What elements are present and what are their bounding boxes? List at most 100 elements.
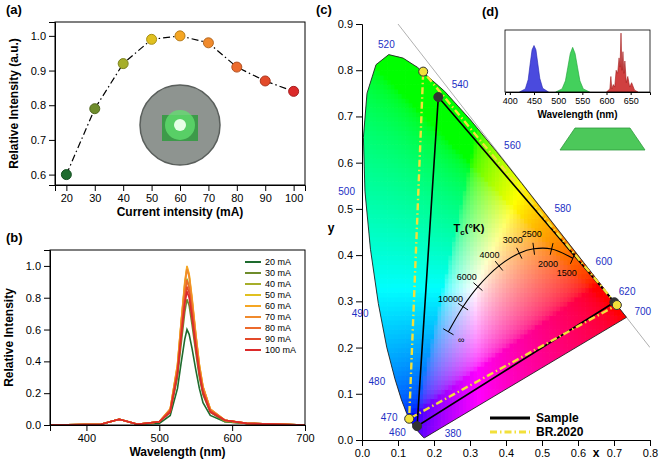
gamut-fill-cell (366, 264, 370, 269)
gamut-fill-cell (384, 352, 388, 357)
gamut-fill-cell (373, 435, 377, 440)
gamut-fill-cell (369, 269, 373, 274)
gamut-fill-cell (373, 311, 377, 316)
y-tick: 0.8 (26, 292, 50, 304)
gamut-fill-cell (366, 260, 370, 265)
gamut-fill-cell (412, 435, 416, 440)
panel-label: (b) (6, 230, 23, 245)
gamut-fill-cell (366, 75, 370, 80)
gamut-fill-cell (366, 297, 370, 302)
gamut-fill-cell (366, 403, 370, 408)
gamut-fill-cell (369, 324, 373, 329)
x-tick-label: 40 (118, 192, 130, 204)
gamut-fill-cell (380, 348, 384, 353)
gamut-fill-cell (380, 352, 384, 357)
gamut-fill-cell (376, 56, 380, 61)
x-tick-label: 400 (78, 432, 96, 444)
gamut-fill-cell (391, 403, 395, 408)
gamut-fill-cell (409, 56, 413, 61)
gamut-fill-cell (391, 398, 395, 403)
photo-core (174, 119, 186, 131)
gamut-fill-cell (366, 269, 370, 274)
gamut-fill-cell (376, 320, 380, 325)
series-marker (118, 59, 128, 69)
gamut-fill-cell (376, 357, 380, 362)
y-tick-label: 0.9 (31, 65, 46, 77)
gamut-fill-cell (398, 408, 402, 413)
y-tick: 0.9 (31, 65, 55, 77)
gamut-fill-cell (412, 431, 416, 436)
y-axis-title: Relative Intensity (2, 288, 16, 387)
gamut-fill-cell (366, 348, 370, 353)
gamut-fill-cell (366, 70, 370, 75)
gamut-fill-cell (369, 348, 373, 353)
gamut-fill-cell (438, 435, 442, 440)
gamut-fill-cell (387, 371, 391, 376)
gamut-fill-cell (366, 324, 370, 329)
y-tick-label: 0.0 (26, 419, 41, 431)
gamut-fill-cell (438, 52, 442, 57)
gamut-fill-cell (398, 403, 402, 408)
gamut-fill-cell (366, 389, 370, 394)
gamut-fill-cell (398, 412, 402, 417)
legend: 20 mA30 mA40 mA50 mA60 mA70 mA80 mA90 mA… (245, 257, 296, 355)
gamut-fill-cell (387, 366, 391, 371)
gamut-fill-cell (366, 366, 370, 371)
y-tick-label: 0.4 (26, 355, 41, 367)
gamut-fill-cell (416, 435, 420, 440)
gamut-fill-cell (430, 56, 434, 61)
gamut-fill-cell (376, 315, 380, 320)
legend-label: 80 mA (265, 323, 291, 333)
gamut-fill-cell (366, 278, 370, 283)
gamut-fill-cell (384, 366, 388, 371)
gamut-fill-cell (409, 435, 413, 440)
y-tick-label: 0.6 (31, 169, 46, 181)
x-tick: 20 (61, 185, 73, 204)
x-tick-label: 600 (223, 432, 241, 444)
legend-label: 40 mA (265, 279, 291, 289)
gamut-fill-cell (391, 389, 395, 394)
y-tick: 0.0 (26, 419, 50, 431)
gamut-fill-cell (409, 431, 413, 436)
y-axis: 0.60.70.80.91.0 (31, 23, 56, 186)
gamut-fill-cell (387, 403, 391, 408)
gamut-fill-cell (384, 361, 388, 366)
gamut-fill-cell (366, 246, 370, 251)
gamut-fill-cell (373, 320, 377, 325)
gamut-fill-cell (438, 431, 442, 436)
gamut-fill-cell (384, 398, 388, 403)
gamut-fill-cell (369, 403, 373, 408)
gamut-fill-cell (380, 389, 384, 394)
gamut-fill-cell (391, 380, 395, 385)
series-marker (203, 38, 213, 48)
gamut-fill-cell (369, 283, 373, 288)
gamut-fill-cell (369, 301, 373, 306)
gamut-fill-cell (376, 324, 380, 329)
gamut-fill-cell (384, 435, 388, 440)
gamut-fill-cell (384, 426, 388, 431)
gamut-fill-cell (380, 52, 384, 57)
gamut-fill-cell (366, 287, 370, 292)
gamut-fill-cell (366, 283, 370, 288)
gamut-fill-cell (369, 352, 373, 357)
gamut-fill-cell (405, 435, 409, 440)
gamut-fill-cell (416, 61, 420, 66)
gamut-fill-cell (369, 426, 373, 431)
gamut-fill-cell (373, 357, 377, 362)
gamut-fill-cell (373, 348, 377, 353)
gamut-fill-cell (373, 315, 377, 320)
gamut-fill-cell (366, 66, 370, 71)
gamut-fill-cell (366, 361, 370, 366)
gamut-fill-cell (434, 52, 438, 57)
x-tick: 40 (118, 185, 130, 204)
series-marker (260, 76, 270, 86)
gamut-fill-cell (369, 343, 373, 348)
gamut-fill-cell (373, 426, 377, 431)
gamut-fill-cell (366, 394, 370, 399)
gamut-fill-cell (380, 431, 384, 436)
gamut-fill-cell (373, 334, 377, 339)
gamut-fill-cell (434, 66, 438, 71)
gamut-fill-cell (369, 357, 373, 362)
gamut-fill-cell (391, 394, 395, 399)
x-tick-label: 30 (89, 192, 101, 204)
